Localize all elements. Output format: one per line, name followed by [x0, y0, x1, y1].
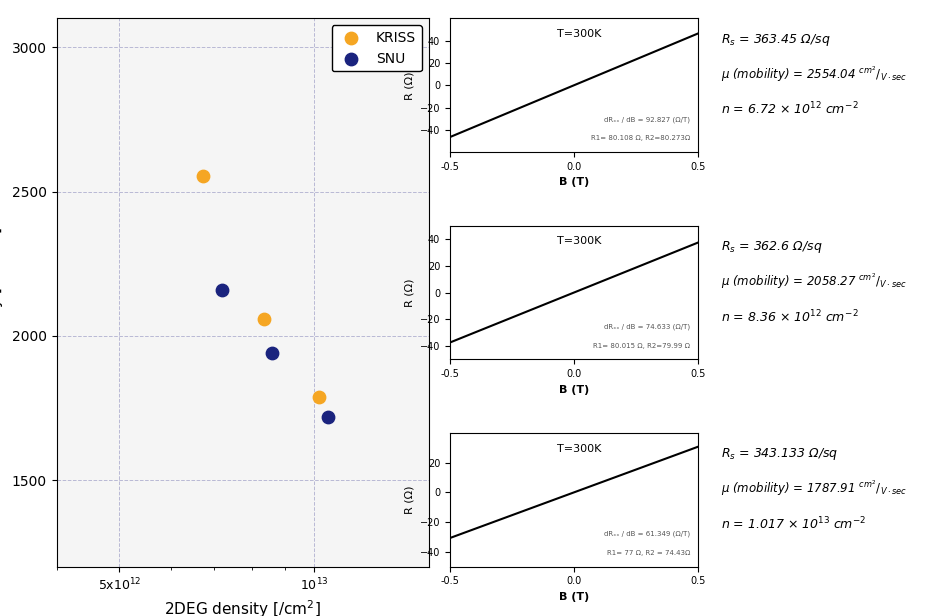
Text: dRₓₓ / dB = 61.349 (Ω/T): dRₓₓ / dB = 61.349 (Ω/T)	[604, 531, 690, 537]
Text: $\mu$ (mobility) = 1787.91 ${}^{cm^2}/_{V \cdot sec}$: $\mu$ (mobility) = 1787.91 ${}^{cm^2}/_{…	[720, 479, 907, 498]
Text: $n$ = 8.36 × 10$^{12}$ $cm^{-2}$: $n$ = 8.36 × 10$^{12}$ $cm^{-2}$	[720, 309, 858, 325]
KRISS	[195, 171, 210, 181]
Text: $\mu$ (mobility) = 2554.04 ${}^{cm^2}/_{V \cdot sec}$: $\mu$ (mobility) = 2554.04 ${}^{cm^2}/_{…	[720, 64, 907, 84]
X-axis label: B (T): B (T)	[558, 385, 589, 395]
Y-axis label: R (Ω): R (Ω)	[405, 485, 414, 514]
X-axis label: 2DEG density [/cm$^2$]: 2DEG density [/cm$^2$]	[164, 599, 321, 616]
Text: $R_s$ = 343.133 Ω/sq: $R_s$ = 343.133 Ω/sq	[720, 446, 838, 462]
SNU	[264, 348, 279, 358]
X-axis label: B (T): B (T)	[558, 177, 589, 187]
Text: T=300K: T=300K	[556, 237, 601, 246]
Text: T=300K: T=300K	[556, 444, 601, 454]
KRISS	[256, 314, 272, 324]
Text: dRₓₓ / dB = 74.633 (Ω/T): dRₓₓ / dB = 74.633 (Ω/T)	[604, 323, 690, 330]
Text: T=300K: T=300K	[556, 29, 601, 39]
Text: dRₓₓ / dB = 92.827 (Ω/T): dRₓₓ / dB = 92.827 (Ω/T)	[604, 116, 690, 123]
KRISS	[312, 392, 327, 402]
Text: $n$ = 6.72 × 10$^{12}$ $cm^{-2}$: $n$ = 6.72 × 10$^{12}$ $cm^{-2}$	[720, 101, 858, 118]
SNU	[214, 285, 229, 294]
Y-axis label: Mobility [cm$^2$/Vs]: Mobility [cm$^2$/Vs]	[0, 227, 7, 359]
Legend: KRISS, SNU: KRISS, SNU	[332, 25, 422, 71]
Text: $R_s$ = 362.6 Ω/sq: $R_s$ = 362.6 Ω/sq	[720, 239, 822, 255]
SNU	[321, 411, 336, 421]
Text: $n$ = 1.017 × 10$^{13}$ $cm^{-2}$: $n$ = 1.017 × 10$^{13}$ $cm^{-2}$	[720, 516, 867, 532]
Text: $R_s$ = 363.45 Ω/sq: $R_s$ = 363.45 Ω/sq	[720, 31, 830, 47]
Y-axis label: R (Ω): R (Ω)	[405, 278, 414, 307]
Text: R1= 77 Ω, R2 = 74.43Ω: R1= 77 Ω, R2 = 74.43Ω	[607, 550, 690, 556]
Y-axis label: R (Ω): R (Ω)	[405, 71, 414, 100]
Text: R1= 80.108 Ω, R2=80.273Ω: R1= 80.108 Ω, R2=80.273Ω	[591, 136, 690, 142]
Text: $\mu$ (mobility) = 2058.27 ${}^{cm^2}/_{V \cdot sec}$: $\mu$ (mobility) = 2058.27 ${}^{cm^2}/_{…	[720, 271, 906, 291]
Text: R1= 80.015 Ω, R2=79.99 Ω: R1= 80.015 Ω, R2=79.99 Ω	[593, 342, 690, 349]
X-axis label: B (T): B (T)	[558, 592, 589, 602]
